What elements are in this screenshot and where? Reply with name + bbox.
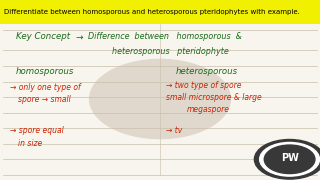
Text: → only one type of: → only one type of (10, 83, 80, 92)
Text: →: → (75, 32, 83, 41)
Text: heterosporous: heterosporous (176, 67, 238, 76)
Bar (0, 0, 320, 24)
Circle shape (264, 145, 315, 174)
Text: → spore equal: → spore equal (10, 126, 63, 135)
Text: small microspore & large: small microspore & large (166, 93, 262, 102)
Text: heterosporous   pteridophyte: heterosporous pteridophyte (112, 47, 229, 56)
Circle shape (254, 140, 320, 179)
Text: megaspore: megaspore (187, 105, 230, 114)
Circle shape (90, 59, 230, 139)
Text: Difference  between   homosporous  &: Difference between homosporous & (88, 32, 242, 41)
Circle shape (260, 143, 320, 176)
Text: PW: PW (281, 153, 299, 163)
Text: in size: in size (18, 139, 42, 148)
Text: → tv: → tv (166, 126, 183, 135)
Text: Differentiate between homosporous and heterosporous pteridophytes with example.: Differentiate between homosporous and he… (4, 9, 300, 15)
Text: spore → small: spore → small (18, 95, 70, 104)
Text: → two type of spore: → two type of spore (166, 81, 242, 90)
Text: Key Concept: Key Concept (16, 32, 70, 41)
Text: homosporous: homosporous (16, 67, 74, 76)
